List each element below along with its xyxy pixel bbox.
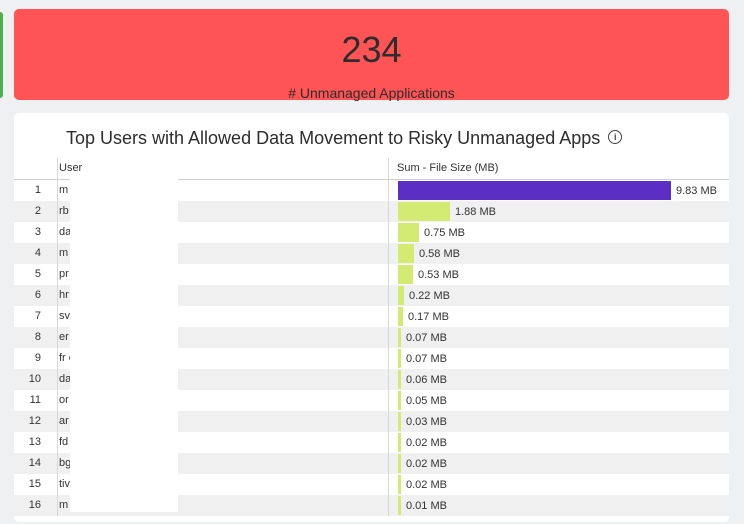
kpi-label: # Unmanaged Applications xyxy=(288,85,455,101)
file-size-bar[interactable] xyxy=(398,433,401,452)
file-size-cell: 0.07 MB xyxy=(388,327,729,348)
row-index: 10 xyxy=(28,373,41,385)
file-size-bar[interactable] xyxy=(398,391,401,410)
column-header-file-size[interactable]: Sum - File Size (MB) xyxy=(388,158,729,179)
table-row[interactable]: 7 sv 0.17 MB xyxy=(14,306,729,327)
file-size-label: 0.02 MB xyxy=(406,479,447,491)
user-cell[interactable]: sv xyxy=(57,306,389,327)
file-size-bar[interactable] xyxy=(398,328,401,347)
file-size-bar[interactable] xyxy=(398,202,450,221)
table-header: User Sum - File Size (MB) xyxy=(14,158,729,179)
file-size-label: 0.01 MB xyxy=(406,500,447,512)
file-size-label: 0.06 MB xyxy=(406,374,447,386)
top-users-table-card: Top Users with Allowed Data Movement to … xyxy=(14,113,729,522)
table-title-row: Top Users with Allowed Data Movement to … xyxy=(66,127,623,149)
row-index: 6 xyxy=(34,289,41,301)
file-size-cell: 0.02 MB xyxy=(388,474,729,495)
file-size-label: 0.07 MB xyxy=(406,332,447,344)
table-row[interactable]: 16 m 0.01 MB xyxy=(14,495,729,516)
file-size-cell: 0.06 MB xyxy=(388,369,729,390)
row-index: 11 xyxy=(29,394,41,406)
redaction-block xyxy=(70,172,178,512)
file-size-cell: 0.03 MB xyxy=(388,411,729,432)
table-title: Top Users with Allowed Data Movement to … xyxy=(66,128,601,148)
row-index: 9 xyxy=(34,352,41,364)
file-size-cell: 9.83 MB xyxy=(388,180,729,201)
file-size-cell: 0.75 MB xyxy=(388,222,729,243)
file-size-bar[interactable] xyxy=(398,181,671,200)
table-row[interactable]: 4m e.com0.58 MB xyxy=(14,243,729,264)
file-size-label: 0.05 MB xyxy=(406,395,447,407)
row-index: 2 xyxy=(34,205,41,217)
row-index: 15 xyxy=(28,478,41,490)
file-size-bar[interactable] xyxy=(398,475,401,494)
file-size-cell: 0.01 MB xyxy=(388,495,729,516)
row-index: 12 xyxy=(28,415,41,427)
file-size-cell: 0.05 MB xyxy=(388,390,729,411)
row-index: 1 xyxy=(34,184,41,196)
file-size-label: 0.03 MB xyxy=(406,416,447,428)
file-size-label: 1.88 MB xyxy=(455,206,496,218)
file-size-label: 0.02 MB xyxy=(406,437,447,449)
info-icon[interactable]: i xyxy=(608,130,623,145)
table-row[interactable]: 9fr com0.07 MB xyxy=(14,348,729,369)
adjacent-card-edge xyxy=(0,12,3,98)
row-index: 7 xyxy=(34,310,41,322)
row-index: 13 xyxy=(28,436,41,448)
file-size-cell: 0.02 MB xyxy=(388,453,729,474)
row-index: 16 xyxy=(28,499,41,511)
file-size-bar[interactable] xyxy=(398,349,401,368)
user-cell[interactable]: m xyxy=(57,495,389,516)
file-size-label: 0.22 MB xyxy=(409,290,450,302)
file-size-label: 0.75 MB xyxy=(424,227,465,239)
file-size-cell: 1.88 MB xyxy=(388,201,729,222)
row-index: 3 xyxy=(34,226,41,238)
row-index: 14 xyxy=(28,457,41,469)
file-size-bar[interactable] xyxy=(398,412,401,431)
file-size-cell: 0.02 MB xyxy=(388,432,729,453)
file-size-cell: 0.17 MB xyxy=(388,306,729,327)
file-size-bar[interactable] xyxy=(398,496,401,515)
file-size-label: 9.83 MB xyxy=(676,185,717,197)
row-index: 4 xyxy=(34,247,41,259)
file-size-bar[interactable] xyxy=(398,223,419,242)
file-size-cell: 0.07 MB xyxy=(388,348,729,369)
file-size-bar[interactable] xyxy=(398,286,404,305)
file-size-cell: 0.58 MB xyxy=(388,243,729,264)
row-index: 8 xyxy=(34,331,41,343)
file-size-bar[interactable] xyxy=(398,307,403,326)
file-size-bar[interactable] xyxy=(398,244,414,263)
kpi-value: 234 xyxy=(341,29,402,70)
file-size-bar[interactable] xyxy=(398,370,401,389)
file-size-bar[interactable] xyxy=(398,265,413,284)
table-row[interactable]: 3da .com0.75 MB xyxy=(14,222,729,243)
file-size-cell: 0.22 MB xyxy=(388,285,729,306)
file-size-bar[interactable] xyxy=(398,454,401,473)
file-size-label: 0.53 MB xyxy=(418,269,459,281)
file-size-label: 0.17 MB xyxy=(408,311,449,323)
file-size-label: 0.07 MB xyxy=(406,353,447,365)
row-index: 5 xyxy=(34,268,41,280)
file-size-cell: 0.53 MB xyxy=(388,264,729,285)
file-size-label: 0.02 MB xyxy=(406,458,447,470)
column-header-user[interactable]: User xyxy=(57,158,389,179)
file-size-label: 0.58 MB xyxy=(419,248,460,260)
unmanaged-apps-kpi-card[interactable]: 234 # Unmanaged Applications xyxy=(14,9,729,101)
